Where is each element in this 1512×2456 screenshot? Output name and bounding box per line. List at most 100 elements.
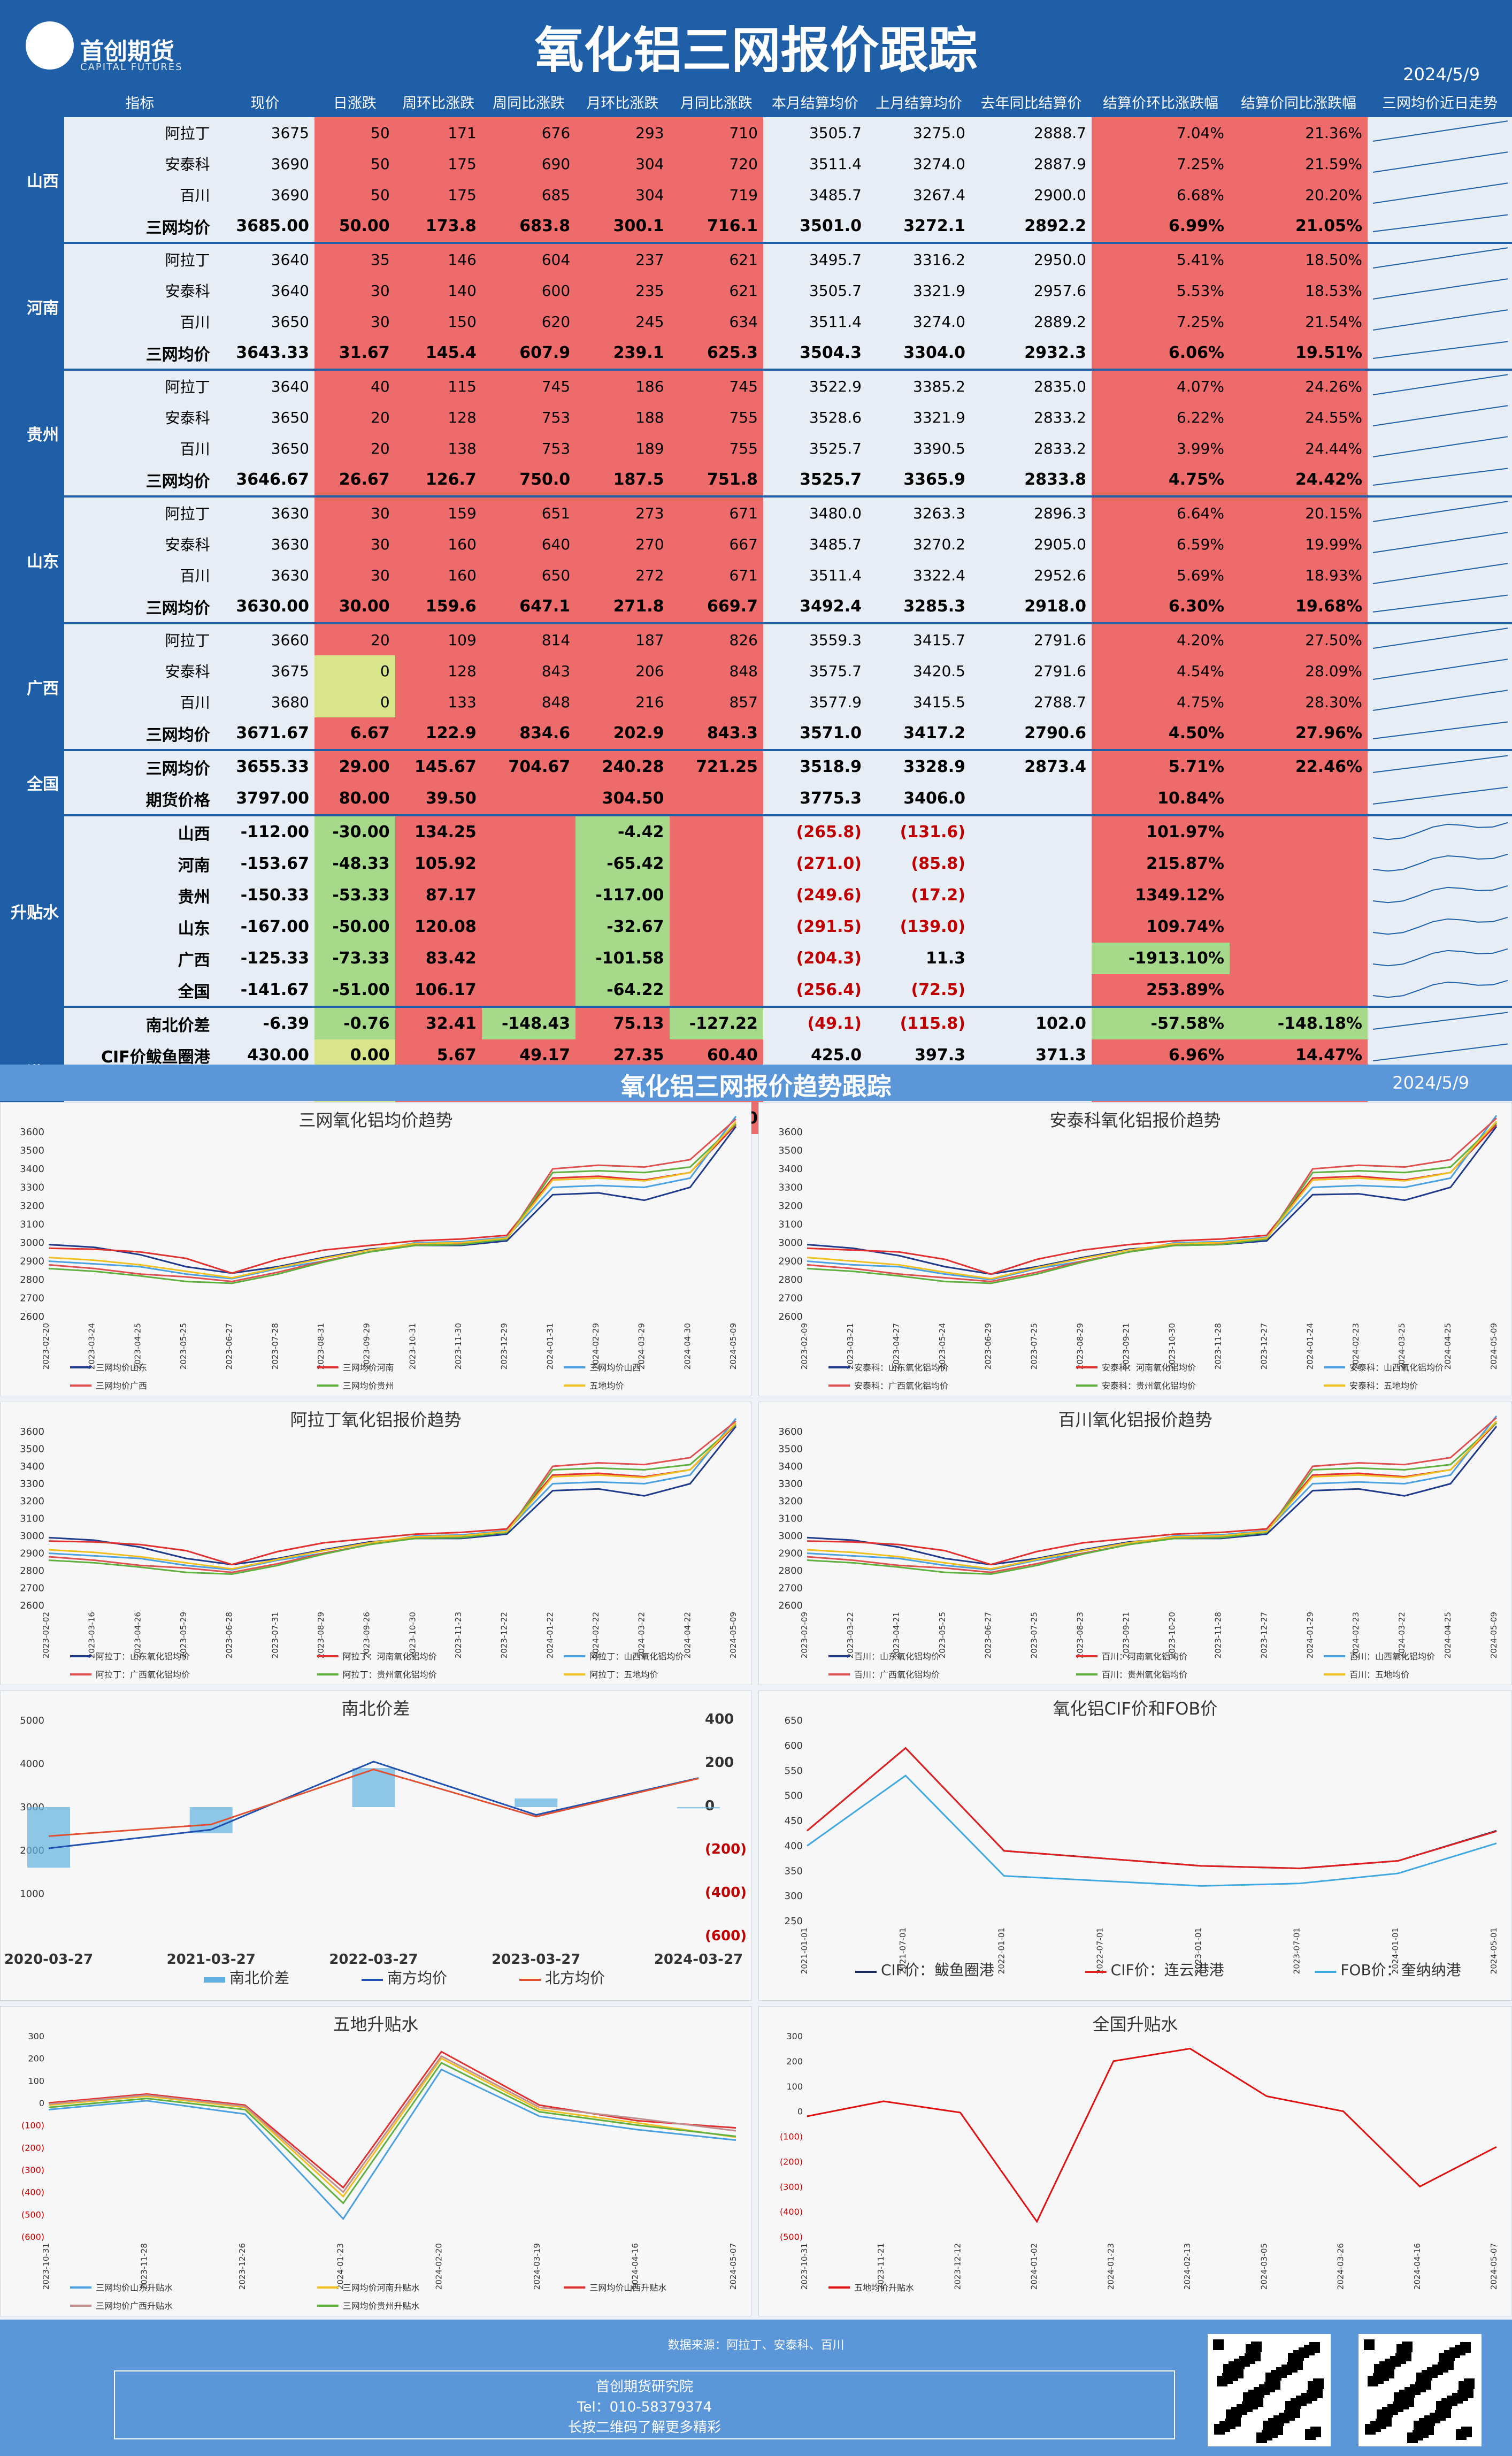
y-tick-label: (600) [21, 2232, 44, 2242]
chart-panel: 五地升贴水 300 200 100 0 (100) (200) (300) (400) (500)… [0, 2006, 751, 2316]
table-cell [481, 879, 576, 911]
column-header: 月同比涨跌 [669, 88, 763, 116]
chart-title: 百川氧化铝报价趋势 [1058, 1410, 1212, 1430]
table-cell: 三网均价 [64, 591, 216, 623]
qr-module [1407, 2432, 1418, 2443]
y-tick-label: (500) [780, 2232, 803, 2242]
y-tick-label: 3500 [20, 1444, 44, 1455]
y-tick-label: 3100 [20, 1513, 44, 1525]
report-date: 2024/5/9 [1403, 64, 1480, 85]
trend-sparkline [1368, 402, 1512, 433]
chart-title: 全国升贴水 [1092, 2014, 1178, 2034]
series-line [807, 1115, 1498, 1281]
chart-title: 三网氧化铝均价趋势 [298, 1110, 453, 1130]
y-tick-label: 3100 [20, 1219, 44, 1230]
x-tick-label: 2024-04-16 [630, 2243, 640, 2290]
table-cell [669, 911, 763, 943]
qr-code-icon-2[interactable] [1359, 2334, 1482, 2446]
region-label: 贵州 [0, 369, 64, 496]
table-cell: 671 [669, 560, 763, 591]
table-cell: 2892.2 [971, 210, 1092, 243]
x-tick-label: 2024-03-05 [1259, 2243, 1269, 2290]
qr-code-icon[interactable] [1208, 2334, 1331, 2446]
table-cell: 24.26% [1229, 369, 1368, 402]
table-cell: 21.36% [1229, 115, 1368, 148]
table-cell [669, 783, 763, 815]
table-cell: -148.43 [481, 1006, 576, 1039]
table-cell: 27.50% [1229, 622, 1368, 655]
x-tick-label: 2023-11-23 [454, 1612, 463, 1658]
table-cell: 3640 [215, 275, 314, 306]
table-row: 三网均价 3630.00 30.00 159.6 647.1 271.8 669.7 3492… [0, 591, 1512, 623]
table-cell [971, 943, 1092, 974]
series-line [48, 1761, 699, 1849]
sparkline-path [1372, 594, 1508, 613]
trend-sparkline [1368, 814, 1512, 848]
table-cell: 6.68% [1092, 179, 1230, 210]
column-header: 三网均价近日走势 [1368, 88, 1512, 116]
series-line [807, 1121, 1498, 1280]
chart-title: 南北价差 [341, 1698, 410, 1719]
table-cell: 3420.5 [866, 655, 971, 686]
region-label: 广西 [0, 622, 64, 750]
table-cell: 3316.2 [866, 242, 971, 275]
x-tick-label: 2024-02-22 [591, 1612, 601, 1658]
table-cell: 19.51% [1229, 337, 1368, 370]
qr-module [1374, 2364, 1385, 2375]
column-header: 结算价同比涨跌幅 [1229, 88, 1368, 116]
table-cell: -4.42 [575, 814, 670, 848]
table-cell: 3501.0 [763, 210, 867, 243]
region-label: 河南 [0, 242, 64, 370]
table-row: 三网均价 3643.33 31.67 145.4 607.9 239.1 625.3 3504… [0, 337, 1512, 370]
table-cell: 115 [395, 369, 482, 402]
page-title: 氧化铝三网报价跟踪 [534, 22, 978, 79]
legend-label: FOB价：奎纳纳港 [1340, 1961, 1461, 1979]
sparkline-path [1372, 916, 1508, 935]
series-line [807, 1118, 1498, 1282]
series-line [48, 2068, 736, 2221]
legend-label: 百川：河南氧化铝均价 [1102, 1651, 1187, 1662]
table-cell: 5.41% [1092, 242, 1230, 275]
y-tick-label: 2600 [778, 1600, 803, 1611]
table-cell: 239.1 [575, 337, 670, 370]
legend-label: 阿拉丁：山西氧化铝均价 [589, 1651, 684, 1662]
trend-sparkline [1368, 749, 1512, 783]
table-cell: 30 [314, 529, 395, 560]
table-cell: 18.50% [1229, 242, 1368, 275]
qr-module [1305, 2429, 1316, 2440]
table-cell: -30.00 [314, 814, 395, 848]
x-tick-label: 2024-02-13 [1183, 2243, 1192, 2290]
x-tick-label: 2023-08-29 [316, 1612, 326, 1658]
table-cell: -101.58 [575, 943, 670, 974]
table-cell [481, 943, 576, 974]
table-cell: 187.5 [575, 464, 670, 496]
chart-svg: 300 200 100 0 (100) (200) (300) (400) (500) (600)… [21, 2031, 738, 2311]
legend-label: 安泰科：贵州氧化铝均价 [1102, 1381, 1196, 1391]
table-cell: -167.00 [215, 911, 314, 943]
table-row: 河南 -153.67 -48.33 105.92 -65.42 (271.0) (85.8)… [0, 848, 1512, 879]
series-line [48, 1768, 699, 1837]
x-tick-label: 2023-04-21 [892, 1612, 901, 1658]
diff-bar [27, 1807, 70, 1868]
y-tick-label: (400) [21, 2187, 44, 2198]
x-tick-label: 2023-12-29 [500, 1323, 509, 1369]
table-cell: 24.42% [1229, 464, 1368, 496]
trend-sparkline [1368, 622, 1512, 655]
x-tick-label: 2023-06-28 [225, 1612, 234, 1658]
table-cell: 阿拉丁 [64, 369, 216, 402]
table-cell: 669.7 [669, 591, 763, 623]
y-tick-label: 1000 [20, 1888, 44, 1900]
chart-panel: 阿拉丁氧化铝报价趋势 2600 2700 2800 2900 3000 3100 3200 33… [0, 1402, 751, 1685]
y-tick-label: 2600 [20, 1311, 44, 1322]
legend-label: 三网均价山西 [589, 1363, 641, 1373]
table-cell: 171 [395, 115, 482, 148]
table-cell: 三网均价 [64, 749, 216, 783]
y-tick-label: 2800 [778, 1565, 803, 1577]
y-tick-label: 3100 [778, 1513, 803, 1525]
table-cell: 2896.3 [971, 495, 1092, 529]
column-header: 去年同比结算价 [971, 88, 1092, 116]
qr-module [1436, 2401, 1447, 2412]
table-cell: 24.55% [1229, 402, 1368, 433]
column-header: 周同比涨跌 [481, 88, 576, 116]
table-cell: 3274.0 [866, 306, 971, 337]
